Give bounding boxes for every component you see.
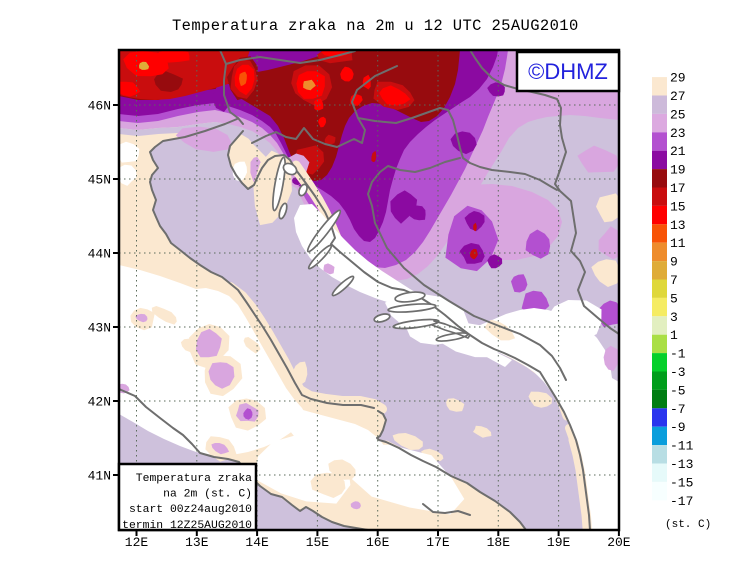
- svg-text:-13: -13: [670, 457, 693, 472]
- svg-text:23: 23: [670, 126, 686, 141]
- svg-text:7: 7: [670, 273, 678, 288]
- svg-text:41N: 41N: [88, 469, 111, 484]
- svg-text:-5: -5: [670, 383, 686, 398]
- svg-text:44N: 44N: [88, 247, 111, 262]
- svg-text:18E: 18E: [487, 535, 511, 550]
- svg-text:29: 29: [670, 71, 686, 86]
- svg-text:20E: 20E: [607, 535, 631, 550]
- svg-text:-1: -1: [670, 347, 686, 362]
- svg-text:Temperatura zraka na 2m u 12 U: Temperatura zraka na 2m u 12 UTC 25AUG20…: [172, 17, 579, 35]
- svg-text:21: 21: [670, 144, 686, 159]
- svg-text:1: 1: [670, 328, 678, 343]
- svg-text:-9: -9: [670, 420, 686, 435]
- svg-text:19: 19: [670, 163, 686, 178]
- svg-text:19E: 19E: [547, 535, 571, 550]
- svg-text:13E: 13E: [185, 535, 209, 550]
- svg-text:16E: 16E: [366, 535, 390, 550]
- svg-text:27: 27: [670, 89, 686, 104]
- svg-text:14E: 14E: [245, 535, 269, 550]
- svg-text:12E: 12E: [125, 535, 149, 550]
- svg-text:Temperatura zraka: Temperatura zraka: [136, 473, 252, 485]
- svg-text:start 00z24aug2010: start 00z24aug2010: [129, 504, 252, 516]
- svg-text:43N: 43N: [88, 321, 111, 336]
- svg-text:15: 15: [670, 199, 686, 214]
- svg-text:-11: -11: [670, 439, 694, 454]
- svg-text:9: 9: [670, 255, 678, 270]
- svg-text:-15: -15: [670, 475, 693, 490]
- svg-text:©DHMZ: ©DHMZ: [528, 59, 608, 84]
- svg-text:46N: 46N: [88, 99, 111, 114]
- svg-text:17E: 17E: [426, 535, 450, 550]
- svg-text:na 2m (st. C): na 2m (st. C): [163, 489, 252, 501]
- svg-text:25: 25: [670, 107, 686, 122]
- svg-text:42N: 42N: [88, 395, 111, 410]
- svg-text:-17: -17: [670, 494, 693, 509]
- svg-text:5: 5: [670, 291, 678, 306]
- svg-text:15E: 15E: [306, 535, 330, 550]
- svg-text:termin 12Z25AUG2010: termin 12Z25AUG2010: [122, 520, 252, 532]
- svg-text:3: 3: [670, 310, 678, 325]
- svg-text:17: 17: [670, 181, 686, 196]
- svg-text:-3: -3: [670, 365, 686, 380]
- svg-text:13: 13: [670, 218, 686, 233]
- svg-text:11: 11: [670, 236, 686, 251]
- svg-text:45N: 45N: [88, 173, 111, 188]
- svg-text:-7: -7: [670, 402, 686, 417]
- svg-text:(st. C): (st. C): [665, 519, 711, 531]
